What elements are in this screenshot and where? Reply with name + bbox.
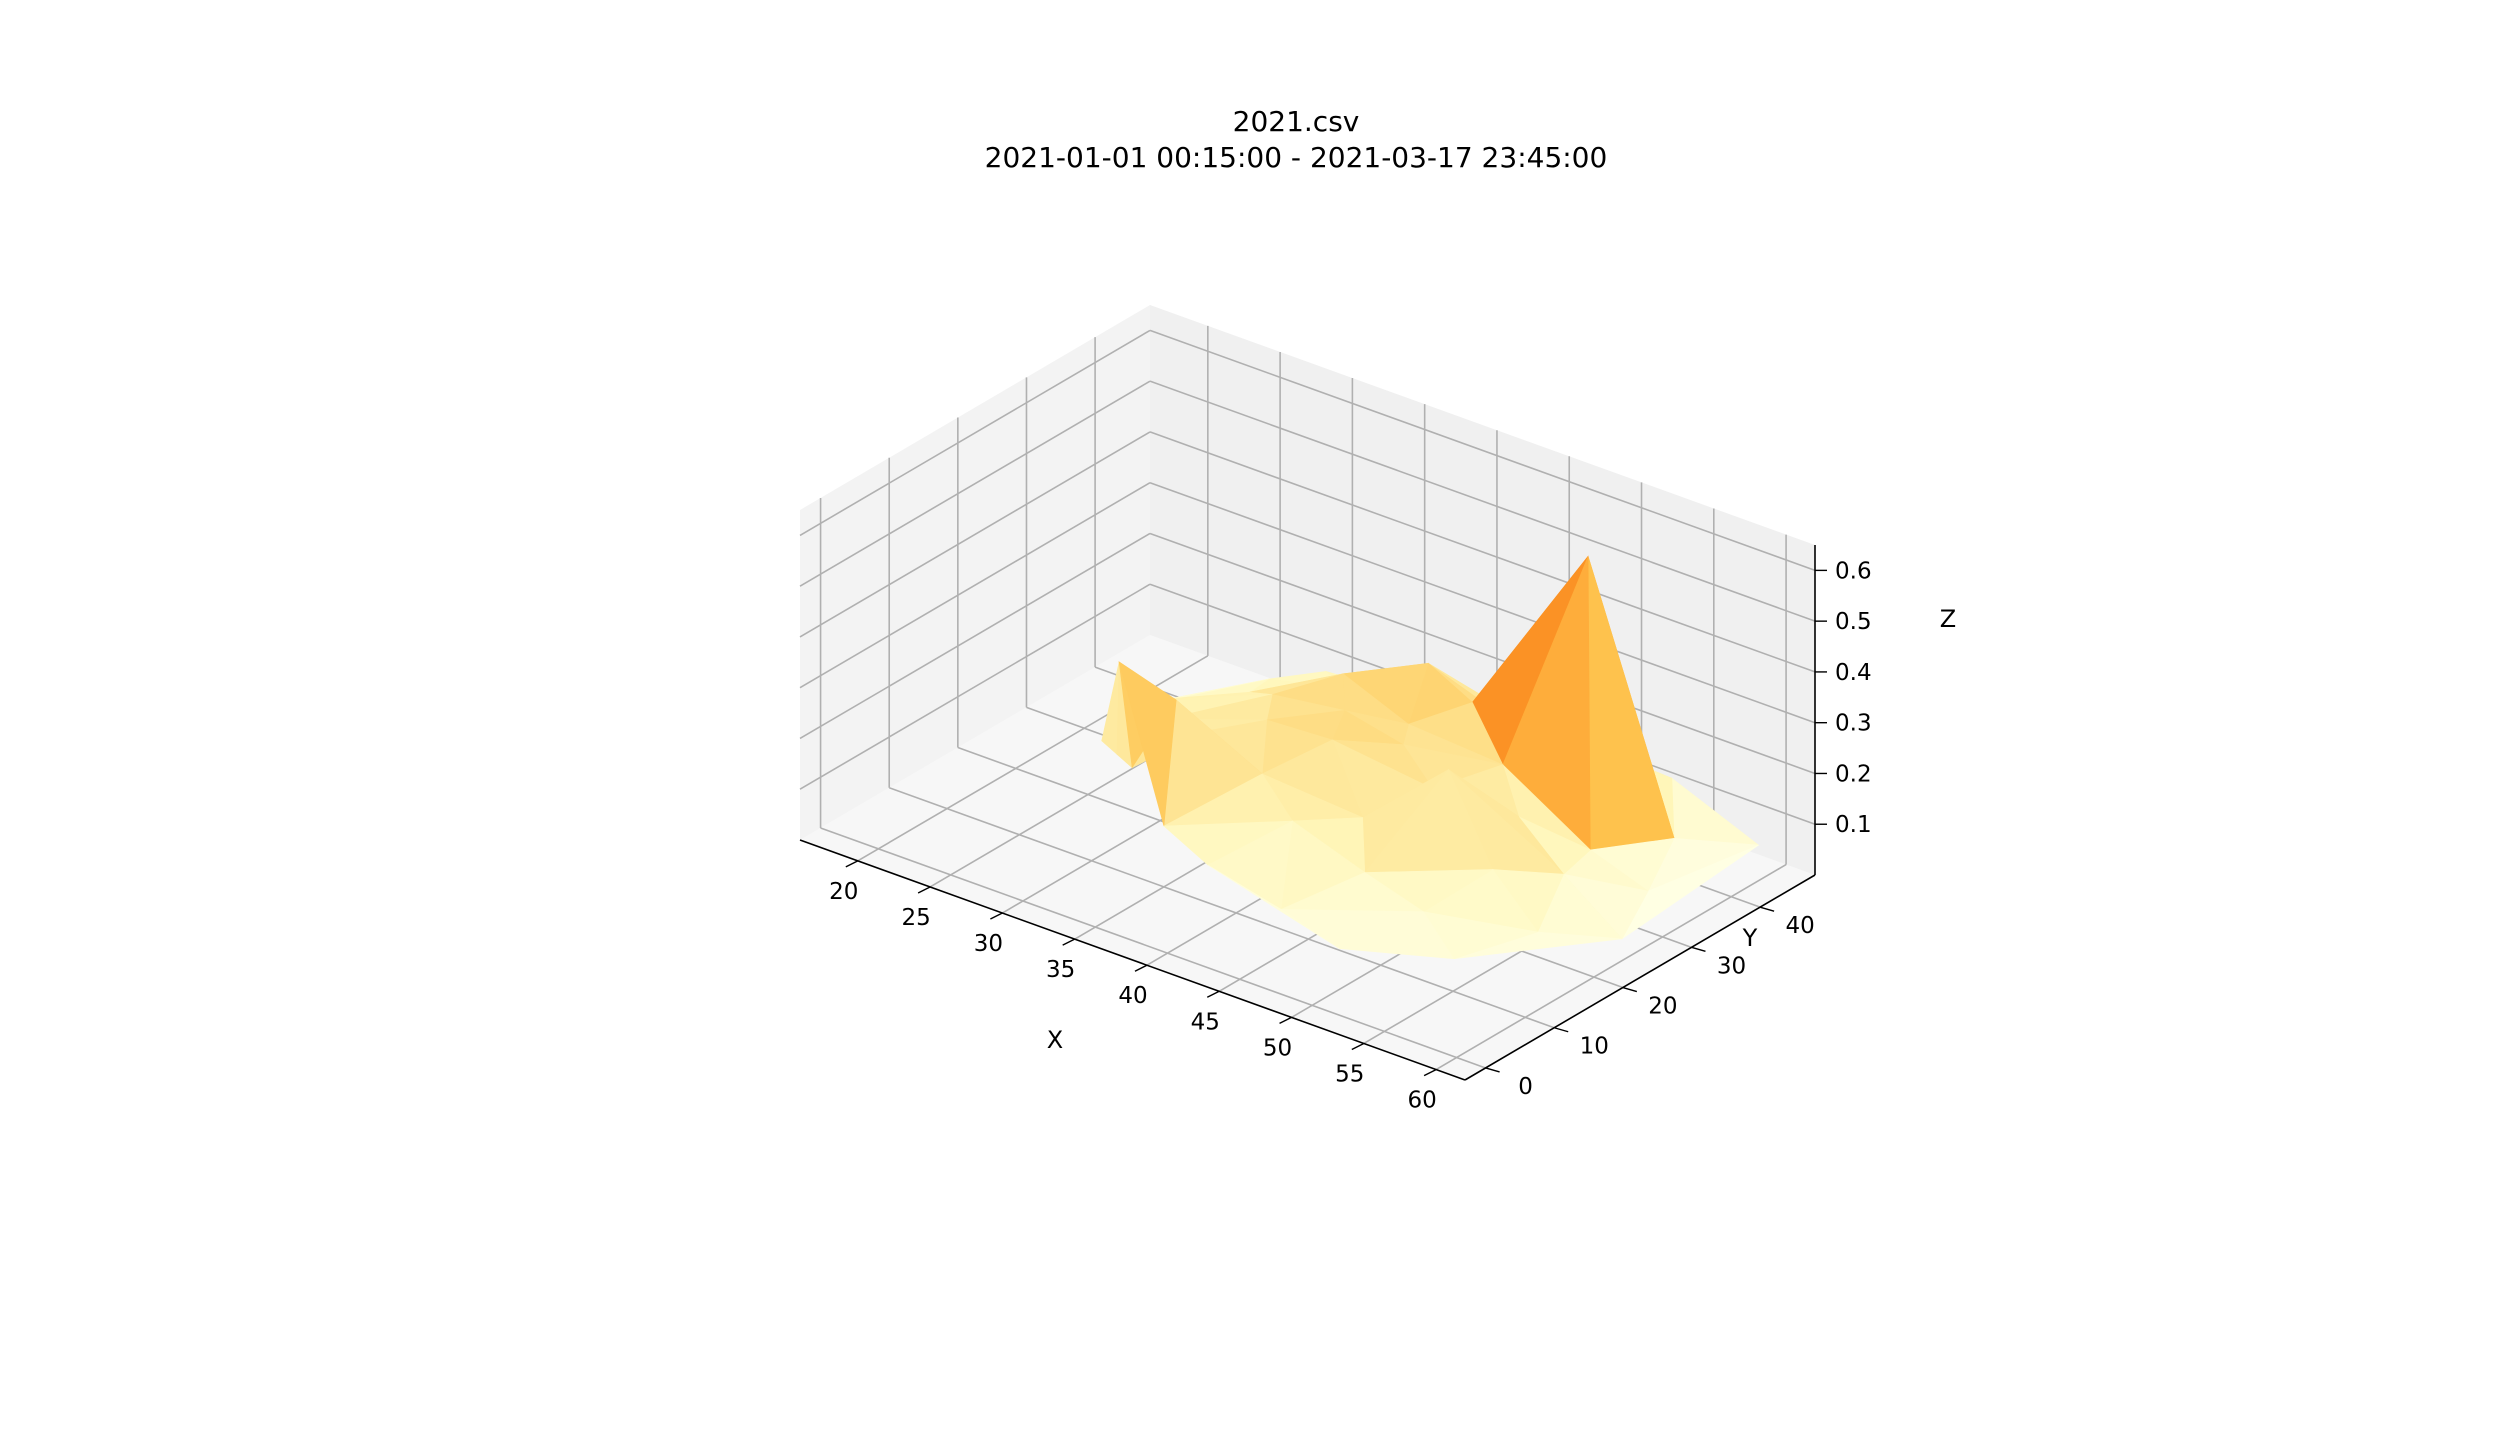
z-tick-label: 0.3	[1835, 711, 1872, 737]
grid-line-y	[888, 786, 1555, 1029]
axis-lines	[799, 545, 1816, 1081]
y-tick-mark	[1622, 986, 1638, 993]
y-tick-mark	[1691, 946, 1706, 953]
x-tick-label: 60	[1407, 1088, 1436, 1114]
z-tick-label: 0.6	[1835, 558, 1872, 584]
x-tick-label: 35	[1046, 957, 1075, 983]
chart-title: 2021.csv	[1233, 105, 1360, 138]
grid-line-z	[799, 431, 1151, 638]
y-tick-label: 10	[1580, 1034, 1609, 1060]
grid-line-z	[799, 482, 1151, 689]
x-tick-mark	[845, 860, 859, 868]
x-tick-label: 30	[974, 931, 1003, 957]
grid-line-z	[799, 380, 1151, 587]
grid-line-x	[1435, 863, 1787, 1071]
grid-line-z	[1149, 481, 1816, 724]
tick-labels: 20 25 30 35 40 45 50 55 60 0 10 20 30 40 0.1 0.2 0.3 0.4 0…	[829, 558, 1871, 1113]
y-tick-mark	[1759, 906, 1775, 912]
surface-triangle	[1118, 661, 1177, 827]
z-tick-label: 0.4	[1835, 660, 1872, 686]
grid-line-z	[799, 532, 1151, 740]
left-wall-pane	[800, 305, 1150, 840]
surface-mesh	[1101, 555, 1760, 960]
y-tick-label: 40	[1785, 913, 1814, 939]
chart-subtitle: 2021-01-01 00:15:00 - 2021-03-17 23:45:0…	[985, 141, 1608, 174]
grid-line-z	[1149, 380, 1816, 622]
x-tick-mark	[1062, 938, 1075, 946]
y-tick-label: 0	[1518, 1074, 1533, 1100]
x-tick-label: 20	[829, 879, 858, 905]
y-tick-label: 20	[1648, 994, 1677, 1020]
grid-line-z	[799, 583, 1151, 790]
z-tick-label: 0.1	[1835, 812, 1872, 838]
x-tick-mark	[1279, 1016, 1292, 1025]
y-axis-line	[1464, 874, 1816, 1081]
x-tick-mark	[917, 886, 931, 894]
x-tick-label: 25	[901, 905, 930, 931]
x-tick-mark	[1351, 1042, 1365, 1051]
x-tick-mark	[1134, 964, 1148, 972]
grid-line-z	[1149, 329, 1816, 572]
z-axis-label: Z	[1940, 605, 1956, 633]
y-tick-mark	[1554, 1027, 1569, 1033]
grid-line-z	[1149, 431, 1816, 673]
grid-line-y	[820, 827, 1486, 1069]
y-tick-label: 30	[1717, 953, 1746, 979]
x-tick-label: 50	[1263, 1035, 1292, 1061]
surface-triangle	[1207, 864, 1340, 949]
x-tick-mark	[1423, 1068, 1437, 1077]
x-tick-label: 40	[1118, 983, 1147, 1009]
grid-line-z	[1149, 532, 1816, 775]
z-tick-label: 0.2	[1835, 761, 1872, 787]
x-tick-label: 45	[1191, 1009, 1220, 1035]
y-axis-label: Y	[1742, 924, 1758, 952]
x-axis-line	[799, 839, 1466, 1081]
grid-line-z	[799, 329, 1151, 537]
x-tick-mark	[1206, 990, 1220, 998]
y-tick-mark	[1485, 1067, 1500, 1073]
x-tick-label: 55	[1335, 1061, 1364, 1087]
x-axis-label: X	[1047, 1026, 1063, 1054]
x-tick-mark	[990, 912, 1003, 920]
z-tick-label: 0.5	[1835, 609, 1872, 635]
back-wall-pane	[1150, 305, 1815, 875]
